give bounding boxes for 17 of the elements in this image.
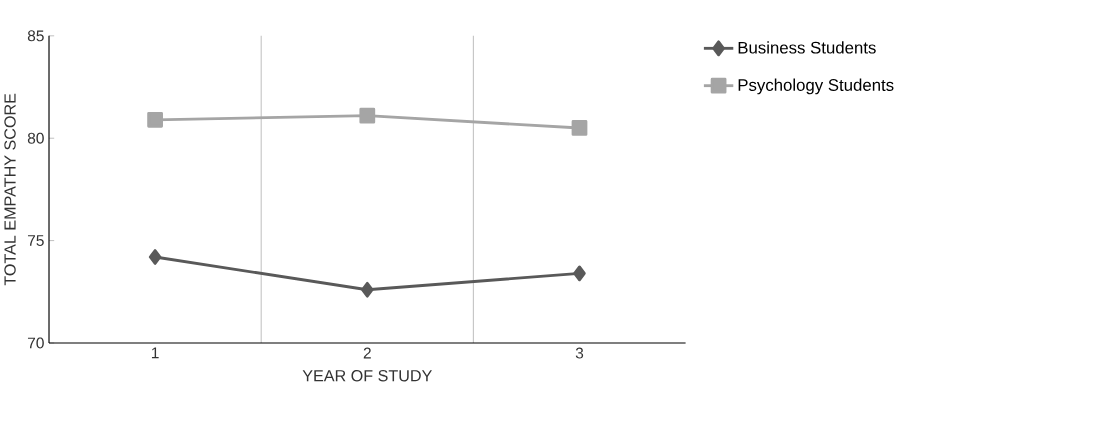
point (573, 265, 586, 282)
y-tick-label: 70 (27, 337, 44, 349)
point (147, 112, 163, 128)
legend-label: Business Students (738, 41, 876, 54)
point (148, 249, 162, 265)
point (359, 107, 376, 124)
x-tick-label: 2 (363, 347, 371, 359)
y-tick-label: 75 (27, 235, 44, 247)
point (571, 120, 588, 136)
y-axis-title: TOTAL EMPATHY SCORE (4, 93, 16, 286)
x-tick-label: 1 (151, 347, 159, 359)
x-axis-title: YEAR OF STUDY (302, 370, 432, 382)
y-tick-label: 80 (27, 132, 44, 144)
x-tick-label: 3 (575, 347, 584, 359)
y-tick-label: 85 (27, 30, 44, 42)
legend-label: Psychology Students (738, 78, 894, 95)
point (361, 282, 374, 298)
